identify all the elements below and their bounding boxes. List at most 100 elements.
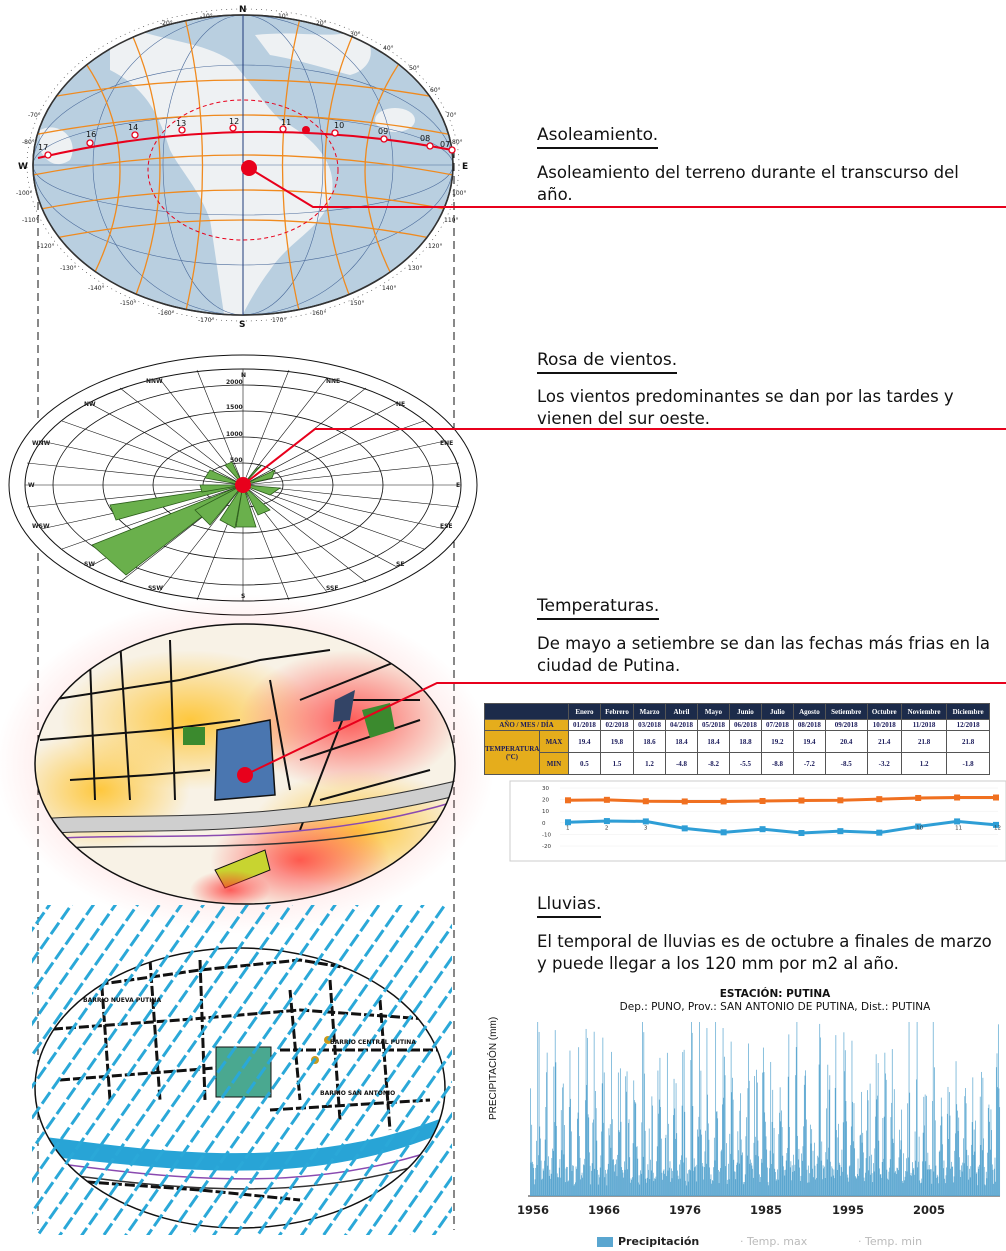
precip-bar: [972, 1077, 974, 1196]
precip-bar: [779, 1112, 780, 1196]
precip-bar: [953, 1182, 954, 1196]
precip-bar: [668, 1167, 670, 1196]
precip-bar: [995, 1181, 997, 1196]
data-point: [954, 794, 961, 801]
precip-bar: [547, 1165, 549, 1196]
table-header-row: Enero Febrero Marzo Abril Mayo Junio Julio A…: [484, 703, 990, 720]
precip-bar: [830, 1161, 831, 1196]
x-tick: 1966: [588, 1203, 621, 1217]
precip-bar: [567, 1181, 569, 1196]
precip-bar: [650, 1159, 651, 1196]
precip-bar: [930, 1169, 932, 1196]
precip-bar: [991, 1164, 993, 1196]
precip-bar: [683, 1049, 685, 1196]
precip-bar: [984, 1184, 986, 1196]
data-point: [837, 828, 844, 835]
precip-bar: [814, 1165, 816, 1196]
precip-bar: [571, 1170, 573, 1196]
precip-bar: [677, 1170, 678, 1196]
precip-bar: [662, 1170, 664, 1196]
precip-bar: [595, 1108, 597, 1196]
precip-bar: [838, 1162, 840, 1196]
precip-bar: [863, 1177, 865, 1196]
precip-bar: [699, 1022, 700, 1196]
precip-bar: [904, 1176, 906, 1196]
precip-bar: [812, 1168, 813, 1196]
precip-bar: [548, 1175, 550, 1196]
temperature-map: [0, 594, 1006, 934]
precip-bar: [826, 1108, 827, 1196]
precip-bar: [553, 1066, 555, 1196]
precip-bar: [817, 1155, 819, 1196]
precip-bar: [869, 1083, 871, 1196]
precip-bar: [542, 1178, 543, 1196]
precip-bar: [676, 1133, 678, 1196]
precip-bar: [746, 1155, 748, 1196]
precip-bar: [822, 1179, 823, 1196]
precip-bar: [803, 1084, 805, 1196]
precip-bar: [932, 1101, 933, 1196]
svg-text:-20°: -20°: [160, 20, 173, 27]
precip-bar: [864, 1181, 866, 1196]
precip-bar: [755, 1155, 757, 1196]
table-row: MIN 0.5 1.5 1.2 -4.8 -8.2 -5.5 -8.8 -7.2 -8.…: [485, 752, 990, 775]
precip-bar: [808, 1182, 810, 1196]
precip-bar: [689, 1169, 690, 1196]
precip-bar: [955, 1061, 957, 1196]
precip-bar: [764, 1112, 766, 1196]
data-point: [565, 797, 571, 804]
svg-text:W: W: [28, 482, 35, 489]
precip-bar: [563, 1154, 565, 1196]
precip-bar: [928, 1164, 930, 1196]
svg-text:NE: NE: [396, 401, 405, 408]
precip-bar: [548, 1156, 549, 1196]
precip-bar: [848, 1181, 849, 1196]
precip-bar: [840, 1175, 841, 1196]
precip-bar: [814, 1142, 815, 1196]
precip-bar: [536, 1164, 538, 1196]
precip-bar: [760, 1177, 762, 1196]
precip-bar: [906, 1158, 907, 1196]
svg-text:-70°: -70°: [28, 112, 41, 119]
svg-text:10: 10: [334, 121, 344, 130]
precip-bar: [611, 1119, 613, 1196]
data-point: [681, 825, 688, 832]
precip-bar: [707, 1123, 709, 1196]
svg-text:WSW: WSW: [32, 523, 50, 530]
precip-bar: [870, 1174, 872, 1196]
precip-bar: [709, 1179, 711, 1196]
y-tick: 30: [542, 786, 549, 792]
precip-bar: [579, 1157, 581, 1196]
svg-text:S: S: [239, 320, 245, 330]
precip-bar: [589, 1165, 591, 1196]
precip-bar: [844, 1050, 846, 1196]
precip-bar: [868, 1170, 870, 1196]
precip-bar: [842, 1122, 844, 1196]
precip-bar: [789, 1126, 790, 1196]
wind-rose-diagram: N NNE NE ENE E ESE SE SSE S SSW SW WSW W…: [8, 354, 1006, 616]
svg-text:-10°: -10°: [200, 13, 213, 20]
precip-bar: [901, 1109, 903, 1196]
svg-text:N: N: [239, 5, 247, 15]
precip-bar: [946, 1113, 948, 1196]
precip-bar: [899, 1129, 900, 1196]
precip-bar: [758, 1174, 760, 1196]
precip-bar: [926, 1095, 927, 1196]
precip-bar: [867, 1090, 868, 1196]
precip-bar: [894, 1172, 896, 1196]
precip-bar: [979, 1164, 980, 1196]
precip-bar: [741, 1155, 743, 1196]
precip-bar: [927, 1152, 929, 1196]
svg-text:SSE: SSE: [326, 585, 338, 592]
precip-bar: [587, 1037, 588, 1196]
precip-bar: [906, 1171, 908, 1196]
precip-bar: [882, 1117, 884, 1196]
data-point: [720, 798, 727, 805]
precip-bar: [924, 1094, 926, 1196]
precip-bar: [969, 1177, 971, 1196]
precip-bar: [754, 1136, 756, 1196]
precip-bar: [914, 1131, 916, 1196]
precip-bar: [809, 1124, 811, 1196]
precip-bar: [675, 1083, 677, 1196]
